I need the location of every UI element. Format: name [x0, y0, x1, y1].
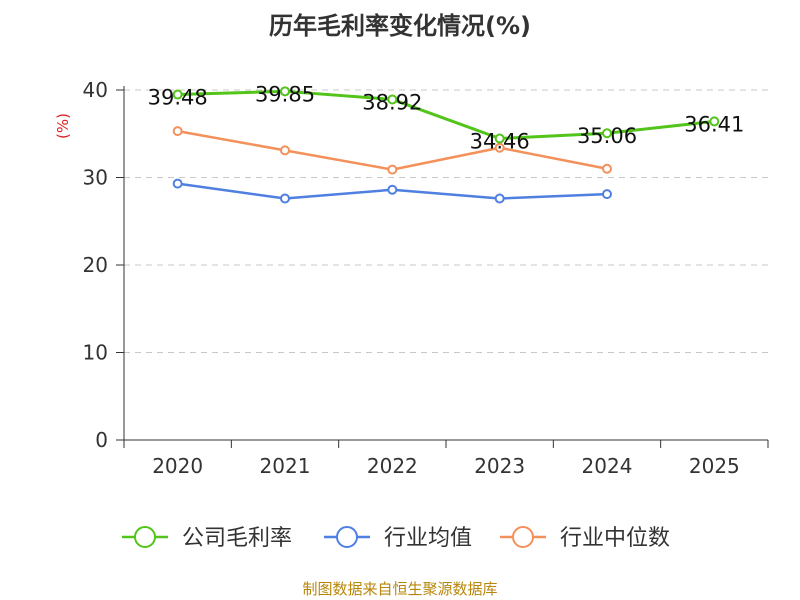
data-labels: 39.48 39.85 38.92 34.46 35.06 36.41 [148, 82, 745, 153]
legend-label[interactable]: 公司毛利率 [182, 526, 292, 551]
y-tick-label: 10 [83, 341, 108, 365]
legend-marker[interactable] [512, 526, 534, 548]
data-point[interactable] [280, 86, 290, 97]
data-point[interactable] [494, 133, 505, 144]
x-tick-label: 2021 [260, 454, 311, 478]
data-point[interactable] [709, 116, 720, 127]
data-point[interactable] [494, 142, 505, 153]
data-point[interactable] [172, 89, 183, 100]
x-tick-label: 2024 [582, 454, 633, 478]
x-tick-label: 2020 [152, 454, 203, 478]
data-point[interactable] [602, 189, 612, 200]
data-label: 34.46 [470, 129, 530, 153]
legend-label[interactable]: 行业中位数 [560, 526, 670, 551]
axes: 0 10 20 30 40 2020 2021 2022 2023 2024 2025 (%) [54, 78, 769, 478]
y-tick-label: 30 [83, 166, 108, 190]
data-point[interactable] [280, 145, 290, 156]
legend-label[interactable]: 行业均值 [384, 526, 472, 551]
data-point[interactable] [172, 126, 183, 137]
chart-title: 历年毛利率变化情况(%) [269, 12, 531, 40]
legend[interactable]: 公司毛利率 行业均值 行业中位数 [122, 526, 670, 551]
data-label: 39.85 [255, 82, 315, 106]
data-point[interactable] [172, 178, 183, 189]
legend-marker[interactable] [336, 526, 358, 548]
series-line-1 [177, 89, 715, 140]
data-point[interactable] [602, 163, 612, 174]
data-point[interactable] [602, 128, 612, 139]
x-tick-label: 2022 [367, 454, 418, 478]
data-label: 35.06 [577, 124, 637, 148]
data-point[interactable] [387, 184, 398, 195]
y-axis-unit-label: (%) [54, 113, 72, 139]
x-tick-label: 2025 [689, 454, 740, 478]
source-footer: 制图数据来自恒生聚源数据库 [302, 580, 498, 598]
series-group [172, 86, 720, 204]
x-tick-label: 2023 [474, 454, 525, 478]
y-tick-label: 40 [83, 78, 108, 102]
y-tick-label: 20 [83, 253, 108, 277]
y-tick-label: 0 [95, 428, 108, 452]
data-label: 39.48 [148, 86, 208, 110]
data-label: 36.41 [684, 112, 744, 136]
data-point[interactable] [387, 94, 398, 105]
data-point[interactable] [280, 193, 290, 204]
grid-lines [124, 89, 768, 353]
data-point[interactable] [494, 193, 505, 204]
data-label: 38.92 [362, 90, 422, 114]
legend-marker[interactable] [134, 526, 156, 548]
data-point[interactable] [387, 164, 398, 175]
